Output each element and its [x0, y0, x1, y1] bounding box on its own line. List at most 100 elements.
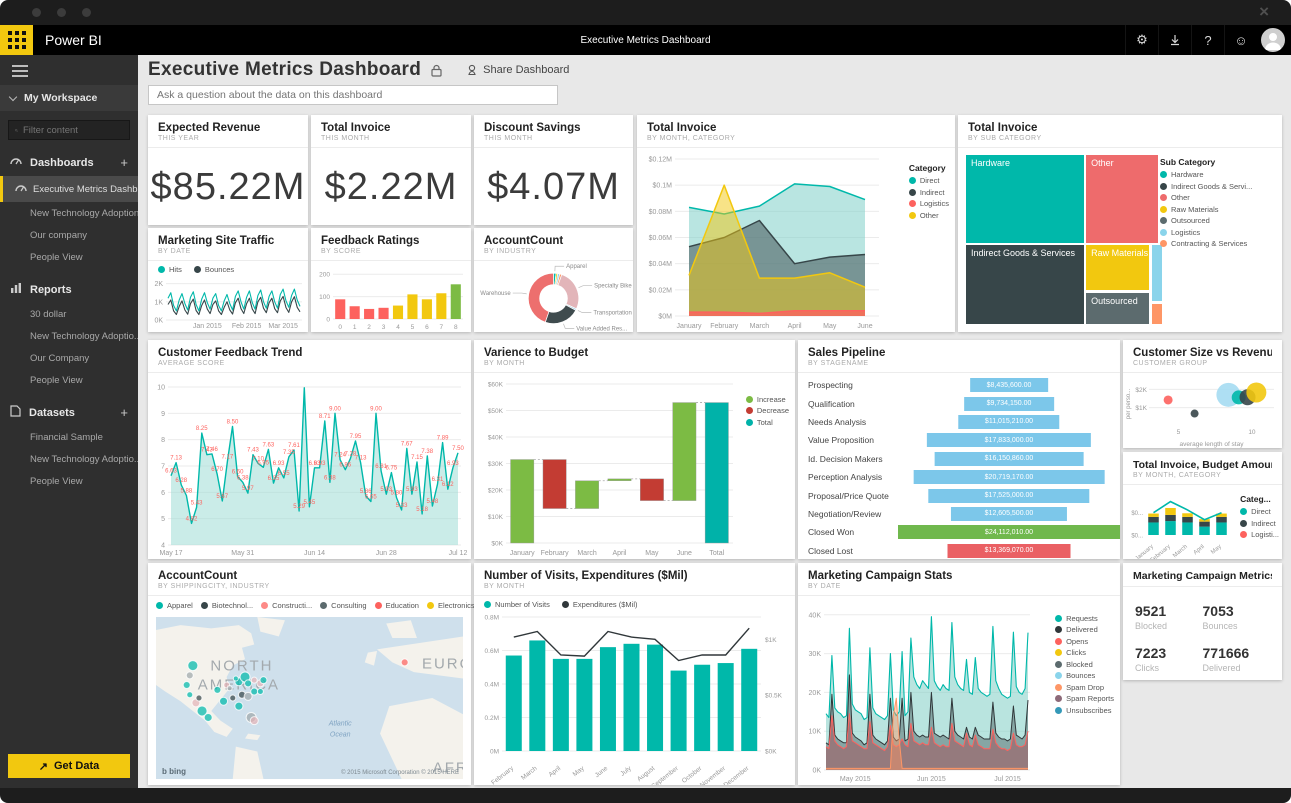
treemap-tile[interactable]: Hardware [966, 155, 1084, 243]
card-title: Total Invoice [321, 122, 391, 134]
sidebar-item-30-dollar[interactable]: 30 dollar [30, 308, 67, 320]
filter-content-box[interactable] [8, 120, 130, 140]
campaign-metrics-grid: 9521 Blocked 7053 Bounces 7223 Clicks 77166… [1123, 591, 1282, 685]
sidebar-item-people-view[interactable]: People View [30, 475, 83, 487]
svg-text:7.50: 7.50 [452, 446, 464, 452]
card-visits-expenditures[interactable]: Number of Visits, Expenditures ($Mil) BY … [474, 563, 795, 788]
svg-text:Total: Total [709, 550, 724, 557]
bing-map[interactable]: NORTHAMERICAEUROAFRAtlanticOcean© 2015 M… [156, 617, 463, 779]
svg-text:February: February [1150, 544, 1172, 559]
add-icon[interactable]: + [120, 405, 128, 420]
card-subtitle: BY MONTH [484, 360, 525, 367]
treemap-tile[interactable] [1151, 303, 1162, 324]
svg-text:5.18: 5.18 [416, 507, 428, 513]
svg-text:June: June [677, 550, 692, 557]
svg-text:6.86: 6.86 [339, 463, 351, 469]
card-total-invoice-treemap[interactable]: Total Invoice BY SUB CATEGORY Hardware Ind… [958, 115, 1282, 332]
svg-text:5.48: 5.48 [427, 499, 439, 505]
svg-text:Mar 2015: Mar 2015 [268, 323, 298, 330]
svg-text:September: September [650, 765, 680, 785]
card-subtitle: BY DATE [808, 583, 841, 590]
svg-text:20K: 20K [809, 690, 822, 697]
help-icon[interactable]: ? [1191, 25, 1224, 55]
card-marketing-site-traffic[interactable]: Marketing Site Traffic BY DATE Hits Bounce… [148, 228, 308, 332]
user-avatar[interactable] [1261, 28, 1285, 52]
svg-text:5.93: 5.93 [406, 487, 418, 493]
sidebar-item-our-company[interactable]: Our company [30, 229, 88, 241]
svg-text:7.13: 7.13 [170, 456, 182, 462]
card-marketing-campaign-metrics[interactable]: Marketing Campaign Metrics 9521 Blocked 7… [1123, 563, 1282, 680]
sidebar-section-header[interactable]: Datasets + [0, 399, 138, 426]
svg-text:average length of stay: average length of stay [1180, 441, 1245, 448]
add-icon[interactable]: + [120, 155, 128, 170]
sidebar-item-new-technology-adoptio[interactable]: New Technology Adoptio... [30, 453, 138, 465]
treemap-tile[interactable]: Other [1086, 155, 1159, 243]
workspace-selector[interactable]: My Workspace [0, 85, 138, 111]
card-customer-feedback-trend[interactable]: Customer Feedback Trend AVERAGE SCORE 4 5 6… [148, 340, 471, 559]
sidebar-item-new-technology-adoption[interactable]: New Technology Adoption [30, 207, 138, 219]
card-customer-size-vs-revenue[interactable]: Customer Size vs Revenue CUSTOMER GROUP $… [1123, 340, 1282, 448]
sidebar-item-people-view[interactable]: People View [30, 374, 83, 386]
svg-text:6.12: 6.12 [442, 482, 454, 488]
svg-text:February: February [490, 765, 515, 785]
legend-item: Blocked [1055, 660, 1114, 669]
funnel-stage: Value Proposition $17,833,000.00 [798, 431, 1120, 449]
card-marketing-campaign-stats[interactable]: Marketing Campaign Stats BY DATE Requests… [798, 563, 1120, 785]
svg-text:per perso...: per perso... [1126, 388, 1132, 419]
settings-icon[interactable]: ⚙ [1125, 25, 1158, 55]
window-dot-3[interactable] [82, 8, 91, 17]
card-accountcount-donut[interactable]: AccountCount BY INDUSTRY Apparel Specialty… [474, 228, 646, 332]
svg-text:7: 7 [440, 324, 444, 331]
card-expected-revenue[interactable]: Expected Revenue THIS YEAR $85.22M [148, 115, 308, 225]
share-dashboard-button[interactable]: Share Dashboard [466, 64, 569, 76]
hamburger-menu-icon[interactable] [12, 65, 28, 77]
svg-text:$10K: $10K [488, 514, 504, 521]
svg-text:3: 3 [382, 324, 386, 331]
card-variance-to-budget[interactable]: Varience to Budget BY MONTH Increase Decre… [474, 340, 795, 559]
card-invoice-budget-combo[interactable]: Total Invoice, Budget Amount BY MONTH, CA… [1123, 452, 1282, 564]
legend-item: Apparel [156, 601, 193, 610]
feedback-icon[interactable]: ☺ [1224, 25, 1257, 55]
legend-item: Consulting [320, 601, 367, 610]
sidebar-item-executive-metrics-dashb[interactable]: Executive Metrics Dashb... [0, 176, 138, 202]
window-close-button[interactable]: × [1259, 2, 1269, 21]
window-dot-2[interactable] [57, 8, 66, 17]
sidebar-section-header[interactable]: Dashboards + [0, 149, 138, 176]
svg-text:April: April [788, 323, 802, 330]
svg-text:6.75: 6.75 [386, 466, 398, 472]
svg-text:0.8M: 0.8M [485, 615, 499, 622]
legend-item: Increase [745, 395, 789, 404]
share-icon [468, 64, 476, 76]
card-feedback-ratings[interactable]: Feedback Ratings BY SCORE 0 100 200 0 1 2 3 4 5 6 7… [311, 228, 471, 332]
invoice-budget-combo-chart: Categ... Direct Indirect Logisti... $0... $0.… [1123, 486, 1282, 564]
treemap-tile[interactable] [1151, 245, 1162, 302]
card-accountcount-map[interactable]: AccountCount BY SHIPPINGCITY, INDUSTRY Ap… [148, 563, 475, 785]
waffle-menu-icon[interactable] [0, 25, 33, 55]
sidebar-item-new-technology-adoptio[interactable]: New Technology Adoptio... [30, 330, 138, 342]
qna-input[interactable] [148, 85, 558, 105]
card-title: Customer Feedback Trend [158, 347, 303, 359]
card-total-invoice-kpi[interactable]: Total Invoice THIS MONTH $2.22M [311, 115, 471, 225]
visits-expenditures-chart: Number of Visits Expenditures ($Mil) 0M 0.2… [474, 597, 795, 788]
gauge-icon [10, 155, 22, 170]
sidebar-item-financial-sample[interactable]: Financial Sample [30, 431, 103, 443]
svg-text:5.88: 5.88 [181, 488, 193, 494]
treemap-tile[interactable]: Outsourced [1086, 292, 1150, 324]
sidebar-section-header[interactable]: Reports [0, 276, 138, 303]
card-total-invoice-area[interactable]: Total Invoice BY MONTH, CATEGORY Category… [637, 115, 955, 332]
window-dot-1[interactable] [32, 8, 41, 17]
sidebar-item-people-view[interactable]: People View [30, 251, 83, 263]
map-landmass [364, 651, 378, 666]
download-icon[interactable] [1158, 25, 1191, 55]
treemap-tile[interactable]: Indirect Goods & Services [966, 245, 1084, 324]
treemap-tile[interactable]: Raw Materials [1086, 245, 1150, 291]
svg-text:$0.08M: $0.08M [649, 209, 673, 216]
card-discount-savings[interactable]: Discount Savings THIS MONTH $4.07M [474, 115, 633, 225]
metric-blocked: 9521 Blocked [1135, 603, 1168, 631]
card-sales-pipeline[interactable]: Sales Pipeline BY STAGENAME Prospecting $8… [798, 340, 1120, 559]
sidebar-item-our-company[interactable]: Our Company [30, 352, 90, 364]
filter-content-input[interactable] [23, 124, 123, 136]
svg-text:0: 0 [326, 317, 330, 324]
get-data-button[interactable]: ↗ Get Data [8, 754, 130, 778]
